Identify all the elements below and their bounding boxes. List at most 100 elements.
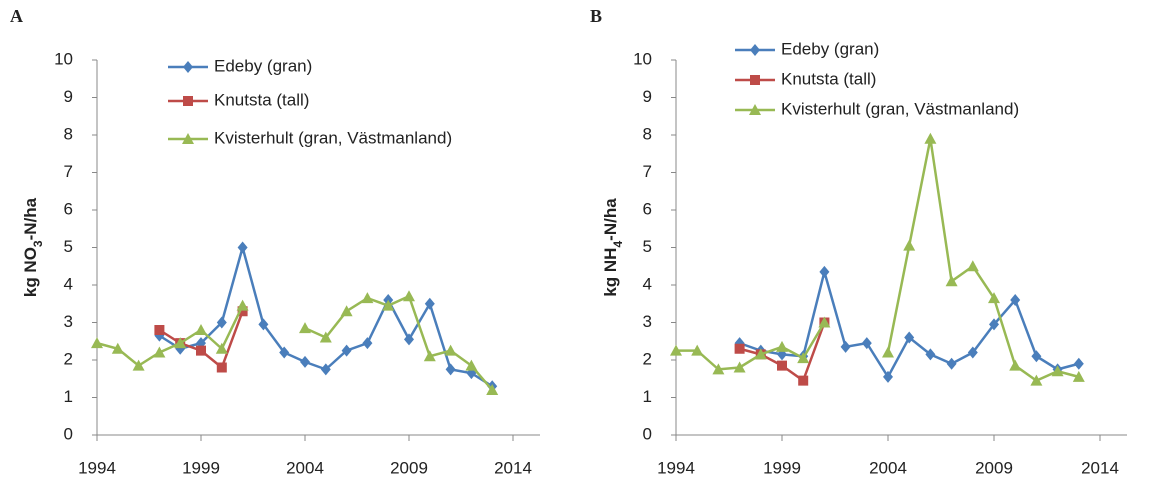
y-axis-label: kg NO3-N/ha [21,197,45,297]
y-tick-label: 9 [64,87,73,106]
y-tick-label: 10 [54,49,73,68]
legend-label: Knutsta (tall) [781,69,876,88]
marker [153,346,166,358]
marker [691,344,704,356]
marker [237,241,248,254]
panel-label: B [590,6,602,26]
legend-marker [750,75,760,85]
marker [1030,374,1043,386]
panel-label: A [10,6,23,26]
x-tick-label: 2004 [869,458,907,477]
marker [670,344,682,356]
marker [237,306,248,317]
marker [946,357,957,370]
marker [465,359,478,371]
marker [91,337,103,349]
marker [132,359,145,371]
y-tick-label: 4 [64,274,73,293]
legend-label: Edeby (gran) [214,56,312,75]
marker [967,346,978,359]
legend-marker [182,133,194,144]
marker [486,384,499,395]
y-tick-label: 8 [643,124,652,143]
marker [300,355,310,368]
marker [279,346,290,359]
marker [195,324,207,335]
marker [1051,365,1064,377]
legend-label: Edeby (gran) [781,39,879,58]
marker [403,290,415,302]
marker [1010,294,1021,306]
marker [362,337,373,350]
y-axis-label: kg NH4-N/ha [601,198,625,297]
legend-marker [183,96,193,106]
y-tick-label: 3 [643,312,652,331]
marker [341,344,352,357]
marker [1072,370,1085,382]
marker [444,344,457,356]
y-tick-label: 7 [643,162,652,181]
legend-marker [750,44,760,56]
marker [154,325,165,335]
marker [424,297,435,310]
marker [904,331,915,344]
y-tick-label: 6 [64,199,73,218]
x-tick-label: 1999 [763,458,801,477]
y-tick-label: 2 [64,349,73,368]
marker [445,363,456,376]
y-axis-label-part: 4 [611,241,625,248]
marker [174,337,187,349]
x-tick-label: 2009 [975,458,1013,477]
marker [924,132,937,144]
y-tick-label: 1 [64,387,73,406]
marker [734,343,745,354]
y-tick-label: 9 [643,87,652,106]
marker [382,299,395,311]
marker [819,265,830,278]
marker [340,305,353,317]
x-tick-label: 2004 [286,458,324,477]
marker [798,375,809,386]
marker [754,348,767,360]
legend-label: Kvisterhult (gran, Västmanland) [781,99,1019,118]
legend-marker [183,61,193,73]
y-tick-label: 5 [643,237,652,256]
marker [216,316,227,329]
marker [903,239,916,251]
marker [882,346,894,358]
y-tick-label: 4 [643,274,652,293]
marker [989,318,999,331]
y-axis-label-part: kg NH [601,248,620,297]
marker [299,322,311,334]
marker [883,370,893,383]
y-axis-label-part: -N/ha [21,197,40,240]
x-tick-label: 1994 [78,458,116,477]
marker [361,292,374,304]
y-axis-label-part: kg NO [21,247,40,297]
marker [861,337,872,350]
y-tick-label: 5 [64,237,73,256]
y-tick-label: 1 [643,387,652,406]
marker [1009,359,1022,371]
x-tick-label: 1999 [182,458,220,477]
marker [840,340,851,353]
marker [320,363,331,376]
x-tick-label: 2009 [390,458,428,477]
y-axis-label-part: -N/ha [601,198,620,241]
legend-label: Kvisterhult (gran, Västmanland) [214,128,452,147]
marker [733,361,746,373]
marker [988,292,1000,304]
y-tick-label: 7 [64,162,73,181]
marker [818,316,831,328]
y-tick-label: 8 [64,124,73,143]
marker [1031,350,1042,363]
y-tick-label: 6 [643,199,652,218]
marker [777,360,787,371]
marker [404,333,414,346]
marker [776,340,788,352]
marker [925,348,936,361]
legend-marker [749,104,761,115]
x-tick-label: 1994 [657,458,695,477]
y-axis-label-part: 3 [31,240,45,247]
